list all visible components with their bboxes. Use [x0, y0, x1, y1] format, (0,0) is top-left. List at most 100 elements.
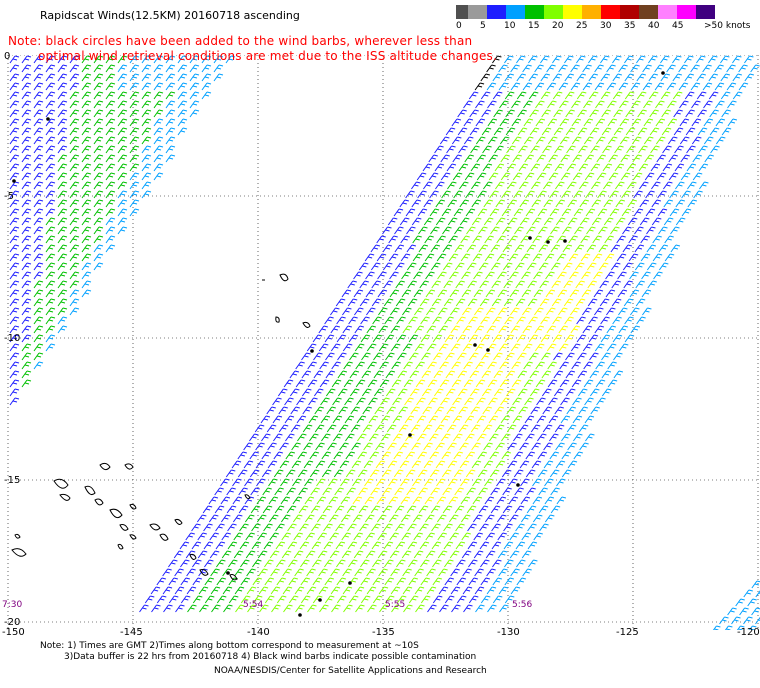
- wind-barb: [559, 118, 570, 127]
- wind-barb: [354, 307, 364, 316]
- wind-barb: [449, 550, 460, 559]
- wind-barb: [45, 91, 56, 100]
- wind-barb: [588, 334, 599, 343]
- wind-barb: [210, 568, 220, 577]
- wind-barb: [129, 118, 140, 127]
- wind-barb: [69, 55, 80, 64]
- wind-barb: [290, 406, 300, 415]
- wind-barb: [504, 334, 515, 343]
- wind-barb: [204, 559, 214, 568]
- wind-barb: [451, 604, 461, 613]
- wind-barb: [466, 505, 477, 514]
- wind-barb: [368, 415, 379, 424]
- wind-barb: [478, 505, 489, 514]
- wind-barb: [405, 469, 416, 478]
- wind-barb: [45, 226, 56, 235]
- wind-barb: [755, 616, 760, 625]
- wind-barb: [547, 100, 557, 109]
- wind-barb: [354, 586, 365, 595]
- wind-barb: [635, 298, 646, 307]
- wind-barb: [436, 496, 447, 505]
- wind-barb: [57, 181, 68, 190]
- wind-barb: [608, 172, 619, 181]
- wind-barb: [524, 415, 535, 424]
- map-title: Rapidscat Winds(12.5KM) 20160718 ascendi…: [40, 9, 300, 22]
- wind-barb: [239, 541, 250, 550]
- wind-barb: [531, 460, 542, 469]
- wind-barb: [258, 568, 268, 577]
- wind-barb: [275, 523, 285, 532]
- wind-barb: [57, 316, 68, 325]
- wind-barb: [93, 118, 104, 127]
- wind-barb: [634, 244, 645, 253]
- wind-barb: [651, 181, 661, 190]
- wind-barb: [476, 154, 486, 163]
- wind-barb: [619, 100, 629, 109]
- wind-barb: [482, 145, 492, 154]
- scale-swatch: [506, 5, 525, 19]
- wind-barb: [390, 568, 400, 577]
- wind-barb: [240, 595, 251, 604]
- wind-barb: [332, 397, 342, 406]
- wind-barb: [232, 514, 243, 523]
- wind-barb: [45, 181, 56, 190]
- wind-barb: [288, 559, 298, 568]
- wind-barb: [620, 172, 631, 181]
- wind-barb: [431, 541, 442, 550]
- wind-barb: [105, 73, 116, 82]
- wind-barb: [469, 109, 479, 118]
- wind-barb: [556, 253, 567, 262]
- wind-barb: [304, 496, 315, 505]
- wind-barb: [594, 82, 605, 91]
- wind-barb: [361, 388, 372, 397]
- wind-swath-main: [139, 55, 760, 613]
- wind-barb: [486, 586, 497, 595]
- wind-barb: [516, 55, 526, 64]
- wind-barb: [9, 253, 20, 262]
- wind-barb: [245, 550, 256, 559]
- wind-barb: [543, 442, 553, 451]
- wind-barb: [607, 379, 618, 388]
- wind-barb: [93, 217, 104, 226]
- wind-barb: [605, 271, 615, 280]
- wind-barb: [388, 235, 398, 244]
- wind-barb: [198, 586, 209, 595]
- wind-barb: [283, 604, 293, 613]
- wind-barb: [684, 73, 694, 82]
- wind-barb: [375, 460, 386, 469]
- wind-barb: [105, 55, 116, 64]
- wind-barb: [292, 496, 303, 505]
- wind-barb: [105, 163, 116, 172]
- wind-barb: [348, 595, 359, 604]
- wind-barb: [414, 325, 424, 334]
- wind-barb: [581, 289, 592, 298]
- wind-barb: [429, 190, 439, 199]
- wind-barb: [607, 100, 617, 109]
- wind-barb: [544, 235, 554, 244]
- wind-barb: [490, 262, 501, 271]
- wind-barb: [595, 361, 605, 370]
- wind-barb: [719, 616, 729, 625]
- wind-barb: [504, 316, 514, 325]
- wind-barb: [599, 298, 610, 307]
- wind-barb: [498, 343, 509, 352]
- wind-barb: [93, 244, 104, 253]
- wind-barb: [436, 235, 446, 244]
- wind-barb: [566, 424, 577, 433]
- wind-barb: [576, 334, 587, 343]
- wind-barb: [9, 361, 20, 370]
- wind-barb: [573, 451, 583, 460]
- wind-barb: [388, 496, 399, 505]
- wind-barb: [627, 181, 637, 190]
- wind-barb: [321, 433, 331, 442]
- wind-barb: [732, 73, 742, 82]
- wind-barb: [278, 406, 288, 415]
- wind-barb: [383, 541, 394, 550]
- wind-barb: [560, 154, 570, 163]
- wind-barb: [129, 208, 140, 217]
- wind-barb: [456, 577, 466, 586]
- wind-barb: [141, 118, 152, 127]
- wind-barb: [177, 100, 188, 109]
- wind-barb: [302, 406, 312, 415]
- wind-barb: [453, 469, 464, 478]
